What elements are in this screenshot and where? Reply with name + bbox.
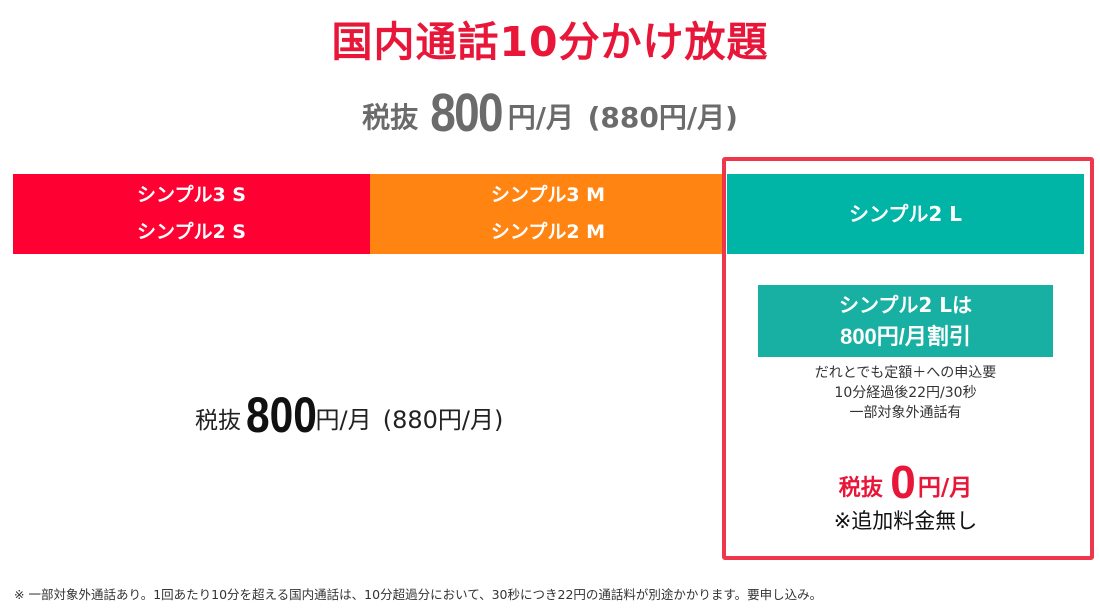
condition-item: 一部対象外通話有	[849, 405, 962, 421]
price-amount: 800	[429, 83, 503, 143]
price-label: 税抜	[362, 101, 419, 134]
plan-name: シンプル2 M	[490, 221, 606, 243]
plan-bar-l: シンプル2 L	[727, 174, 1084, 254]
condition-item: 10分経過後22円/30秒	[834, 385, 977, 401]
discount-line1: シンプル2 Lは	[838, 293, 973, 317]
price-unit: 円/月	[315, 406, 372, 434]
price-label: 税抜	[838, 476, 883, 501]
footnote: ※ 一部対象外通話あり。1回あたり10分を超える国内通話は、10分超過分において…	[14, 587, 823, 602]
plan-name: シンプル2 L	[848, 201, 963, 226]
no-extra-fee-note: ※追加料金無し	[833, 509, 978, 533]
discount-line2: 800円/月割引	[840, 324, 971, 349]
base-price: 税抜 800 円/月 (880円/月)	[0, 82, 1100, 144]
price-unit: 円/月	[917, 475, 973, 501]
condition-item: だれとでも定額＋への申込要	[814, 365, 997, 381]
price-unit: 円/月	[507, 101, 575, 134]
price-label: 税抜	[195, 408, 241, 434]
price-amount: 0	[890, 456, 916, 508]
sm-plan-price: 税抜 800円/月 (880円/月)	[195, 386, 503, 444]
plan-l-highlight-frame	[722, 157, 1094, 560]
plan-bar-m: シンプル3 M シンプル2 M	[370, 174, 726, 254]
plan-name: シンプル3 M	[490, 184, 606, 206]
page-title: 国内通話10分かけ放題	[331, 18, 769, 66]
plan-name: シンプル3 S	[137, 184, 246, 206]
price-tax-included: (880円/月)	[382, 406, 504, 434]
plan-bar-s: シンプル3 S シンプル2 S	[13, 174, 370, 254]
l-plan-conditions: だれとでも定額＋への申込要 10分経過後22円/30秒 一部対象外通話有	[727, 363, 1084, 423]
plan-name: シンプル2 S	[137, 221, 246, 243]
l-plan-price: 税抜 0円/月	[727, 455, 1084, 509]
price-amount: 800	[246, 387, 318, 443]
price-tax-included: (880円/月)	[587, 101, 738, 134]
l-plan-discount-badge: シンプル2 Lは 800円/月割引	[758, 285, 1053, 357]
